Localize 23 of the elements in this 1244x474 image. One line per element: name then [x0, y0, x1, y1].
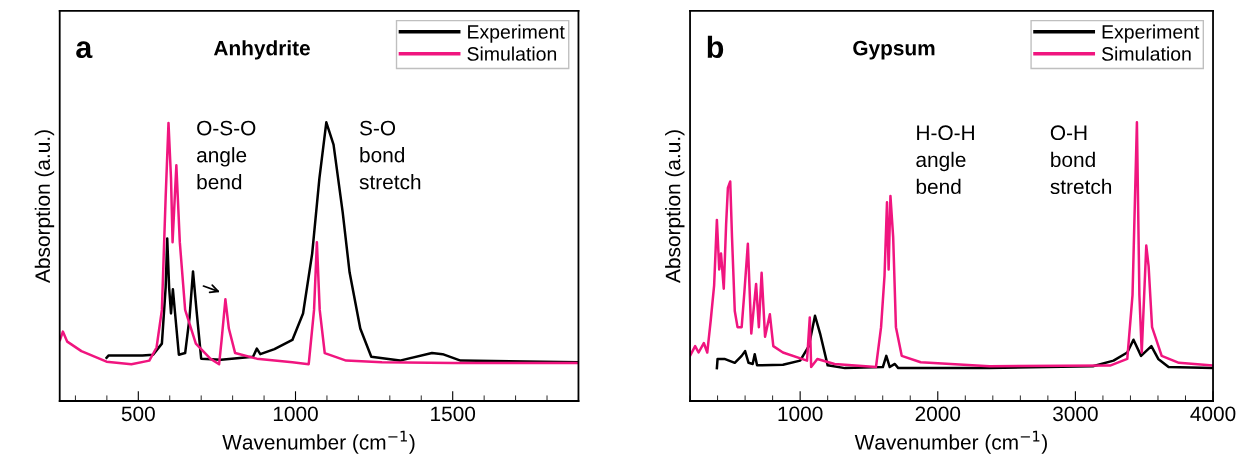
annotation: S-O bond stretch [359, 120, 421, 190]
x-tick-label: 3000 [1053, 406, 1098, 422]
x-axis-title: Wavenumber (cm$^{−1}$) [222, 430, 415, 454]
x-tick-label: 1000 [273, 406, 318, 422]
x-axis-title: Wavenumber (cm$^{−1}$) [854, 430, 1047, 454]
annotation: O-H bond stretch [1050, 125, 1112, 195]
legend-label: Simulation [1101, 46, 1191, 61]
legend-label: Experiment [468, 24, 565, 43]
y-axis-title: Absorption (a.u.) [34, 130, 55, 283]
chart-title: Anhydrite [213, 40, 310, 60]
annotation: H-O-H angle bend [916, 125, 974, 195]
x-tick-label: 500 [121, 406, 155, 422]
chart-title: Gypsum [853, 40, 935, 60]
x-tick-label: 2000 [915, 406, 961, 422]
text: a [76, 41, 93, 59]
x-tick-label: 1500 [431, 406, 476, 422]
y-axis-title: Absorption (a.u.) [665, 130, 685, 283]
text: b [707, 35, 724, 59]
annotation: O-S-O angle bend [197, 120, 256, 190]
legend-label: Experiment [1102, 24, 1200, 43]
x-tick-label: 1000 [778, 406, 823, 422]
x-tick-label: 4000 [1190, 406, 1236, 422]
legend-label: Simulation [467, 46, 557, 61]
